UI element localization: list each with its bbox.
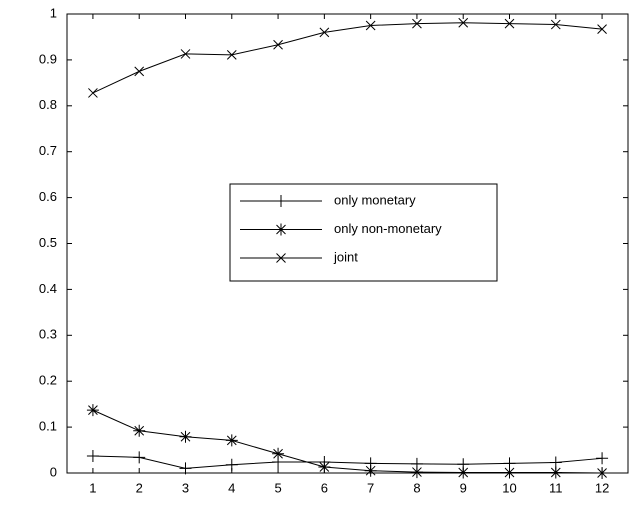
x-tick-label: 10 — [502, 480, 516, 495]
data-marker — [133, 451, 146, 464]
x-tick-label: 8 — [413, 480, 420, 495]
data-marker — [365, 20, 376, 31]
data-marker — [364, 464, 377, 477]
series-line — [92, 455, 603, 469]
x-tick-label: 1 — [89, 480, 96, 495]
legend-label: only monetary — [334, 192, 416, 207]
y-tick-label: 0.1 — [39, 419, 57, 434]
y-tick-label: 0.4 — [39, 281, 57, 296]
data-marker — [549, 456, 562, 469]
data-marker — [180, 49, 191, 59]
x-tick-label: 5 — [274, 480, 281, 495]
data-marker — [88, 88, 98, 98]
x-tick-label: 6 — [321, 480, 328, 495]
data-marker — [225, 458, 238, 471]
y-tick-label: 0.8 — [39, 97, 57, 112]
x-tick-label: 4 — [228, 480, 235, 495]
data-marker — [273, 39, 283, 50]
x-tick-label: 3 — [182, 480, 189, 495]
data-marker — [550, 19, 561, 30]
legend-label: only non-monetary — [334, 221, 442, 236]
data-marker — [596, 467, 609, 479]
y-tick-label: 0.7 — [39, 143, 57, 158]
legend-marker — [276, 253, 286, 263]
data-marker — [319, 27, 330, 38]
data-marker — [597, 24, 607, 35]
x-tick-label: 12 — [595, 480, 609, 495]
data-marker — [458, 17, 469, 28]
series-line — [92, 22, 603, 94]
data-marker — [410, 466, 423, 479]
x-tick-label: 11 — [549, 480, 563, 495]
y-tick-label: 0.6 — [39, 189, 57, 204]
y-tick-label: 0.2 — [39, 373, 57, 388]
data-marker — [134, 66, 145, 77]
data-marker — [549, 466, 562, 479]
legend-box — [229, 183, 498, 282]
data-marker — [596, 452, 609, 465]
data-marker — [457, 466, 470, 479]
y-tick-label: 1 — [50, 5, 57, 20]
data-marker — [179, 430, 192, 443]
legend-marker — [275, 195, 287, 207]
data-marker — [503, 466, 516, 479]
y-tick-label: 0 — [50, 464, 57, 479]
data-marker — [226, 49, 237, 60]
data-marker — [412, 18, 422, 29]
data-marker — [272, 447, 285, 460]
data-marker — [318, 461, 331, 474]
x-tick-label: 2 — [136, 480, 143, 495]
y-tick-label: 0.9 — [39, 51, 57, 66]
data-marker — [225, 434, 238, 447]
data-marker — [86, 404, 99, 417]
y-tick-label: 0.5 — [39, 235, 57, 250]
x-tick-label: 7 — [367, 480, 374, 495]
data-marker — [179, 462, 192, 475]
x-tick-label: 9 — [460, 480, 467, 495]
data-marker — [133, 424, 146, 437]
data-marker — [86, 450, 99, 463]
series-line — [92, 409, 603, 474]
legend-marker — [275, 223, 287, 236]
data-marker — [504, 18, 515, 29]
y-tick-label: 0.3 — [39, 327, 57, 342]
legend-label: joint — [333, 249, 358, 264]
